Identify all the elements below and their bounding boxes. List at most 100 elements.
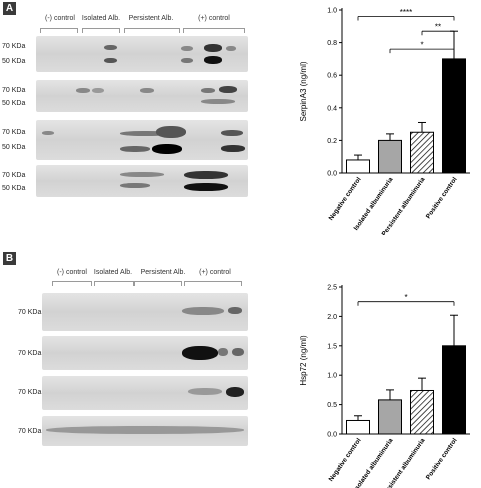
x-tick-label: Positive control — [425, 437, 459, 481]
protein-band — [188, 388, 222, 395]
group-label-neg-control: (-) control — [57, 269, 87, 276]
significance-label: * — [404, 293, 407, 302]
bar — [410, 389, 434, 435]
x-tick-label: Negative control — [328, 437, 363, 483]
y-tick-label: 0.4 — [327, 105, 337, 112]
protein-band — [232, 348, 244, 356]
group-bracket — [134, 281, 182, 286]
y-tick-label: 0.2 — [327, 138, 337, 145]
x-tick-label: Negative control — [328, 176, 363, 222]
significance-label: * — [420, 41, 423, 50]
protein-band — [219, 86, 237, 93]
bar — [346, 419, 370, 435]
protein-band — [184, 171, 228, 179]
bar — [442, 58, 466, 174]
panel-label-a: A — [3, 2, 16, 15]
protein-band — [221, 145, 245, 152]
protein-band — [182, 307, 224, 315]
protein-band — [221, 130, 243, 136]
y-tick-label: 0.6 — [327, 73, 337, 80]
y-axis-label: Hsp72 (ng/ml) — [299, 335, 308, 386]
protein-band — [46, 426, 244, 434]
protein-band — [120, 131, 170, 136]
significance-label: **** — [400, 8, 412, 17]
marker-label: 70 KDa — [2, 172, 26, 179]
blot-strip — [42, 376, 248, 410]
blot-strip — [42, 336, 248, 370]
x-tick-label: Positive control — [425, 176, 459, 220]
group-label-persistent: Persistent Alb. — [128, 15, 174, 22]
serpina3-bar-chart: SerpinA3 (ng/ml) 0.0 0.2 0.4 0.6 0.8 1.0 Negati… — [299, 8, 470, 235]
blot-strip — [36, 36, 248, 72]
group-label-neg-control: (-) control — [45, 15, 75, 22]
protein-band — [204, 44, 222, 52]
y-tick-label: 0.5 — [327, 402, 337, 409]
group-bracket — [40, 28, 78, 33]
marker-label: 70 KDa — [2, 129, 26, 136]
bar — [442, 345, 466, 435]
protein-band — [228, 307, 242, 314]
bar — [410, 131, 434, 174]
protein-band — [181, 58, 193, 63]
y-tick-label: 0.0 — [327, 171, 337, 178]
y-tick-label: 1.0 — [327, 8, 337, 15]
marker-label: 50 KDa — [2, 144, 26, 151]
group-bracket — [183, 28, 245, 33]
group-label-pos-control: (+) control — [198, 15, 230, 22]
group-bracket — [82, 28, 120, 33]
protein-band — [204, 56, 222, 64]
significance-label: ** — [435, 23, 441, 32]
marker-label: 50 KDa — [2, 100, 26, 107]
y-tick-label: 2.5 — [327, 285, 337, 292]
marker-label: 70 KDa — [2, 43, 26, 50]
y-axis-label: SerpinA3 (ng/ml) — [299, 61, 308, 121]
group-label-pos-control: (+) control — [199, 269, 231, 276]
bar — [378, 139, 402, 174]
protein-band — [42, 131, 54, 135]
protein-band — [201, 88, 215, 93]
group-label-persistent: Persistent Alb. — [140, 269, 186, 276]
group-label-isolated: Isolated Alb. — [93, 269, 133, 276]
y-tick-label: 0.0 — [327, 432, 337, 439]
blot-strip — [36, 120, 248, 160]
blot-strip — [36, 165, 248, 197]
bar — [346, 159, 370, 174]
protein-band — [76, 88, 90, 93]
marker-label: 50 KDa — [2, 185, 26, 192]
blot-strip — [42, 416, 248, 446]
hsp72-bar-chart: Hsp72 (ng/ml) 0.0 0.5 1.0 1.5 2.0 2.5 Negative … — [299, 285, 470, 488]
protein-band — [120, 146, 150, 152]
protein-band — [120, 172, 164, 177]
group-bracket — [184, 281, 242, 286]
blot-strip — [36, 80, 248, 112]
group-label-isolated: Isolated Alb. — [81, 15, 121, 22]
marker-label: 50 KDa — [2, 58, 26, 65]
western-blot-a: (-) control Isolated Alb. Persistent Alb… — [0, 0, 260, 200]
protein-band — [226, 387, 244, 397]
blot-strip — [42, 293, 248, 331]
marker-label: 70 KDa — [18, 309, 42, 316]
group-bracket — [94, 281, 134, 286]
group-bracket — [124, 28, 180, 33]
protein-band — [156, 126, 186, 138]
protein-band — [104, 58, 117, 63]
marker-label: 70 KDa — [18, 428, 42, 435]
marker-label: 70 KDa — [18, 389, 42, 396]
y-tick-label: 0.8 — [327, 40, 337, 47]
protein-band — [104, 45, 117, 50]
protein-band — [181, 46, 193, 51]
group-bracket — [52, 281, 92, 286]
protein-band — [184, 183, 228, 191]
protein-band — [152, 144, 182, 154]
protein-band — [226, 46, 236, 51]
y-tick-label: 1.0 — [327, 373, 337, 380]
protein-band — [201, 99, 235, 104]
y-tick-label: 2.0 — [327, 314, 337, 321]
panel-label-b: B — [3, 252, 16, 265]
bar — [378, 399, 402, 435]
protein-band — [120, 183, 150, 188]
protein-band — [182, 346, 218, 360]
western-blot-b: (-) control Isolated Alb. Persistent Alb… — [0, 250, 260, 450]
protein-band — [218, 348, 228, 356]
marker-label: 70 KDa — [18, 350, 42, 357]
